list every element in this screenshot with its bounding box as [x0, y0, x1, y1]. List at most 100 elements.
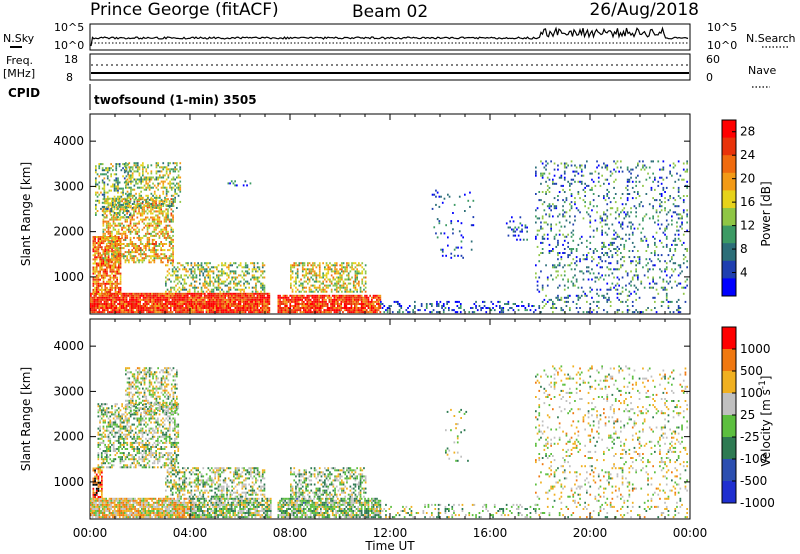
- power-cell: [158, 309, 160, 312]
- power-cell: [260, 286, 262, 289]
- power-cell: [535, 264, 537, 267]
- power-cell: [115, 167, 118, 170]
- power-cell: [563, 176, 566, 179]
- power-cell: [322, 282, 324, 285]
- power-cell: [364, 276, 367, 279]
- power-cell: [226, 266, 228, 269]
- power-cell: [128, 224, 130, 227]
- power-cell: [329, 284, 331, 287]
- power-cell: [364, 270, 367, 273]
- power-cell: [541, 307, 544, 309]
- power-cell: [475, 307, 477, 309]
- power-cell: [100, 305, 102, 307]
- power-cell: [130, 300, 133, 303]
- power-cell: [139, 249, 142, 252]
- power-cell: [260, 282, 262, 285]
- power-cell: [514, 303, 516, 305]
- power-cell: [253, 276, 256, 279]
- power-cell: [147, 166, 149, 169]
- power-cell: [609, 170, 612, 173]
- power-cell: [180, 294, 182, 297]
- power-cell: [365, 309, 368, 312]
- power-cell: [141, 206, 144, 209]
- power-cell: [172, 230, 174, 233]
- power-cell: [570, 262, 573, 265]
- power-cell: [101, 167, 104, 170]
- power-cell: [317, 286, 319, 289]
- power-cell: [98, 309, 101, 312]
- power-cell: [342, 284, 345, 287]
- power-cell: [268, 296, 271, 299]
- power-cell: [316, 307, 319, 309]
- power-cell: [345, 298, 348, 301]
- power-cell: [102, 242, 105, 245]
- power-cell: [103, 212, 106, 214]
- power-cell: [365, 294, 368, 297]
- power-cell: [354, 294, 356, 297]
- power-cell: [233, 262, 235, 265]
- power-cell: [291, 294, 293, 297]
- power-cell: [192, 307, 194, 309]
- power-cell: [142, 294, 145, 297]
- power-cell: [175, 309, 177, 312]
- power-cell: [164, 311, 167, 314]
- power-cell: [219, 307, 221, 309]
- power-cell: [116, 255, 118, 258]
- power-cell: [209, 303, 211, 305]
- power-cell: [122, 292, 124, 295]
- power-cell: [626, 309, 629, 312]
- power-cell: [603, 278, 605, 281]
- power-cell: [116, 261, 118, 264]
- power-cell: [129, 251, 132, 254]
- power-cell: [560, 162, 563, 165]
- power-cell: [160, 208, 162, 211]
- power-cell: [200, 264, 203, 267]
- power-cell: [543, 201, 546, 204]
- power-cell: [128, 176, 131, 179]
- power-cell: [190, 264, 193, 267]
- power-cell: [322, 288, 324, 291]
- power-cell: [149, 307, 152, 309]
- power-cell: [212, 290, 215, 293]
- power-cell: [145, 198, 148, 201]
- power-cell: [106, 282, 108, 285]
- power-cell: [110, 307, 113, 309]
- power-cell: [95, 293, 98, 295]
- power-cell: [301, 268, 304, 271]
- power-cell: [133, 170, 136, 173]
- power-cell: [138, 210, 140, 213]
- power-cell: [164, 292, 167, 295]
- power-cell: [324, 290, 326, 293]
- power-cell: [611, 207, 614, 210]
- power-cell: [308, 262, 311, 265]
- power-cell: [253, 266, 256, 269]
- power-cell: [260, 300, 262, 303]
- power-cell: [104, 288, 107, 291]
- power-cell: [103, 303, 106, 305]
- power-cell: [222, 264, 225, 267]
- power-cell: [138, 253, 140, 256]
- power-cell: [101, 187, 104, 190]
- power-cell: [133, 164, 136, 167]
- power-cell: [117, 257, 120, 260]
- power-cell: [351, 264, 353, 267]
- power-cell: [325, 264, 328, 267]
- power-cell: [338, 298, 341, 301]
- power-cell: [129, 236, 132, 239]
- power-cell: [224, 307, 226, 309]
- power-cell: [133, 214, 135, 217]
- power-cell: [170, 218, 173, 221]
- power-cell: [93, 305, 96, 307]
- power-cell: [323, 309, 326, 312]
- power-cell: [310, 290, 313, 293]
- power-cell: [130, 309, 133, 312]
- power-cell: [300, 290, 302, 293]
- power-cell: [145, 247, 147, 250]
- power-cell: [303, 264, 306, 267]
- power-cell: [116, 218, 118, 221]
- power-cell: [162, 253, 164, 256]
- power-cell: [393, 300, 396, 303]
- power-cell: [261, 309, 264, 312]
- power-cell: [162, 200, 164, 203]
- power-cell: [168, 307, 170, 309]
